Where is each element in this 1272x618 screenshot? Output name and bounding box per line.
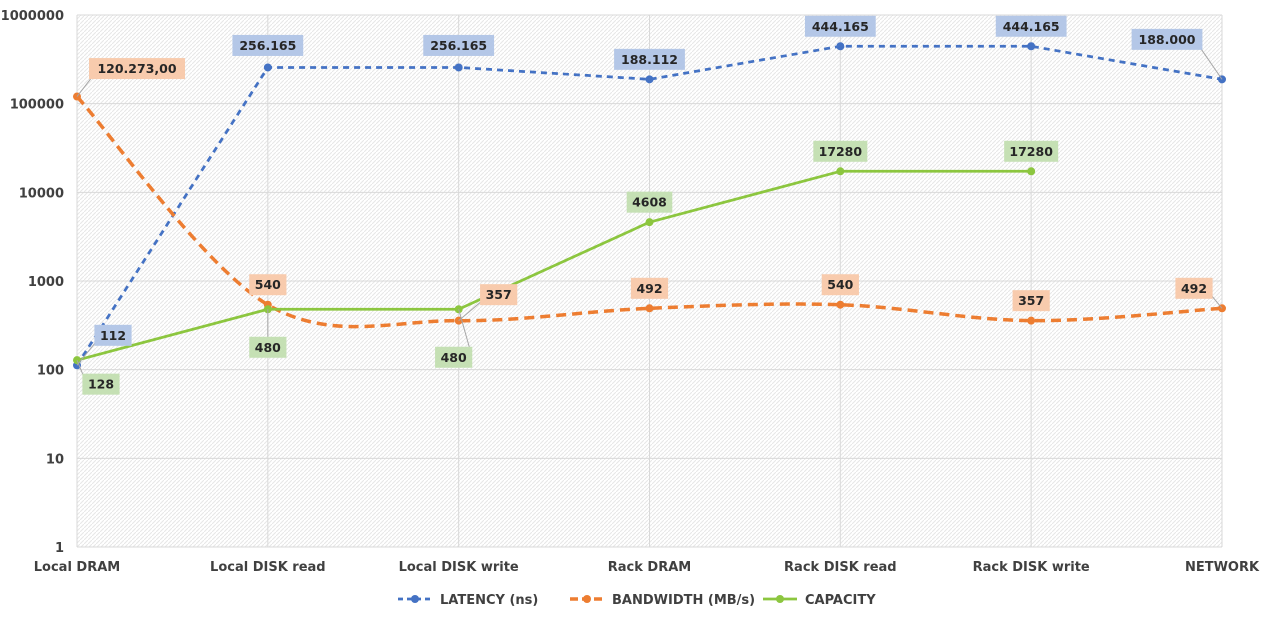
data-label: 492 — [1181, 281, 1207, 296]
data-label: 444.165 — [812, 19, 869, 34]
data-label: 357 — [486, 287, 512, 302]
label-leader-line — [458, 309, 471, 352]
y-tick-label: 1000 — [28, 275, 64, 290]
data-label-box — [249, 274, 287, 296]
data-label-box — [614, 48, 685, 70]
data-point — [836, 167, 845, 176]
data-point — [1027, 167, 1036, 176]
legend-marker — [776, 595, 784, 603]
data-label: 480 — [441, 350, 467, 365]
data-label: 188.000 — [1139, 32, 1196, 47]
data-label-box — [821, 274, 859, 296]
x-tick-label: Rack DISK write — [973, 560, 1090, 575]
data-label: 540 — [255, 277, 281, 292]
y-tick-label: 10 — [46, 452, 64, 467]
label-leader-line — [76, 341, 97, 366]
x-tick-label: Rack DRAM — [608, 560, 691, 575]
data-point — [836, 300, 845, 309]
data-label-box — [1131, 28, 1203, 50]
data-label-box — [995, 15, 1067, 37]
x-tick-label: NETWORK — [1185, 560, 1260, 575]
data-label: 128 — [88, 377, 114, 392]
y-tick-label: 10000 — [19, 186, 64, 201]
data-label-box — [249, 336, 287, 358]
label-leader-line — [1198, 45, 1223, 80]
data-label: 256.165 — [430, 38, 487, 53]
data-point — [645, 304, 654, 313]
y-tick-label: 1000000 — [1, 9, 64, 24]
data-label: 357 — [1018, 293, 1044, 308]
data-label-box — [232, 34, 304, 56]
data-label: 188.112 — [621, 52, 678, 67]
data-label-box — [1175, 277, 1213, 299]
data-label: 480 — [255, 340, 281, 355]
data-label-box — [480, 284, 518, 306]
legend-marker — [411, 595, 419, 603]
data-label-box — [89, 58, 185, 80]
data-label-box — [630, 277, 669, 299]
label-leader-line — [458, 300, 483, 322]
data-label-box — [813, 140, 868, 162]
data-label: 444.165 — [1003, 19, 1060, 34]
data-label-box — [626, 191, 673, 213]
data-label: 112 — [100, 328, 126, 343]
data-label-box — [82, 373, 120, 395]
data-label: 17280 — [819, 144, 863, 159]
y-tick-label: 100000 — [10, 98, 64, 113]
data-label-box — [1004, 140, 1059, 162]
y-tick-label: 100 — [37, 364, 64, 379]
data-label-box — [804, 15, 876, 37]
data-point — [1027, 42, 1036, 51]
y-tick-label: 1 — [55, 541, 64, 556]
data-label-box — [1012, 290, 1050, 312]
data-label: 120.273,00 — [97, 61, 176, 76]
data-point — [836, 42, 845, 51]
data-label-box — [94, 324, 132, 346]
data-label: 256.165 — [239, 38, 296, 53]
legend-label: LATENCY (ns) — [440, 593, 538, 608]
data-label: 492 — [636, 281, 662, 296]
legend: LATENCY (ns) BANDWIDTH (MB/s) CAPACITY — [398, 593, 876, 608]
data-label: 4608 — [632, 195, 667, 210]
data-label-box — [423, 34, 495, 56]
series-line — [76, 169, 1032, 362]
data-point — [645, 75, 654, 84]
legend-label: BANDWIDTH (MB/s) — [612, 593, 755, 608]
data-point — [454, 63, 463, 72]
axes: 1 10 100 1000 10000 100000 1000000 Local DRAM Lo… — [1, 9, 1260, 575]
data-point — [1027, 316, 1036, 325]
x-tick-label: Local DRAM — [34, 560, 120, 575]
label-leader-line — [1210, 294, 1223, 309]
x-tick-label: Rack DISK read — [784, 560, 897, 575]
data-point — [263, 63, 272, 72]
data-labels: 112 256.165 256.165 188.112 444.165 444.165 18… — [76, 15, 1223, 395]
data-point — [645, 218, 654, 227]
x-tick-label: Local DISK read — [210, 560, 326, 575]
x-tick-label: Local DISK write — [399, 560, 519, 575]
data-label: 17280 — [1009, 144, 1053, 159]
data-label-box — [435, 346, 473, 368]
legend-marker — [583, 595, 591, 603]
data-label: 540 — [827, 277, 853, 292]
legend-label: CAPACITY — [805, 593, 876, 608]
